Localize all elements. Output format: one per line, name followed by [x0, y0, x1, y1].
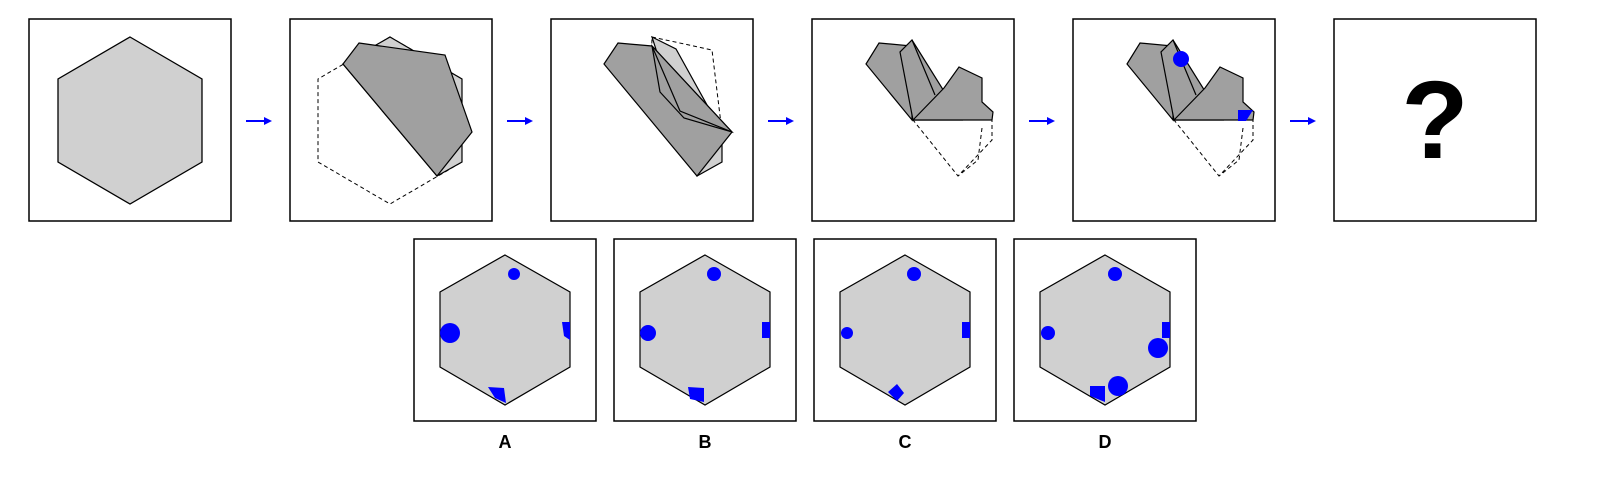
option-a[interactable]: A	[413, 238, 597, 452]
folded-flap-3	[1172, 66, 1255, 121]
square-punch-icon	[888, 384, 904, 401]
fold-line	[651, 45, 733, 133]
option-label: B	[699, 432, 712, 452]
option-d[interactable]: D	[1013, 238, 1197, 452]
circle-punch-icon	[707, 267, 721, 281]
square-punch-icon	[962, 322, 970, 338]
option-label: C	[899, 432, 912, 452]
option-c[interactable]: C	[813, 238, 997, 452]
option-b[interactable]: B	[613, 238, 797, 452]
square-punch-icon	[1162, 322, 1170, 338]
square-punch-icon	[1238, 110, 1253, 121]
circle-punch-icon	[1041, 326, 1055, 340]
hexagon	[1039, 254, 1171, 406]
dashed-previous-2	[957, 127, 983, 177]
folded-flap	[865, 42, 913, 122]
question-panel: ?	[1333, 18, 1537, 222]
step-2-panel	[289, 18, 493, 222]
square-punch-icon	[762, 322, 770, 338]
hexagon	[439, 254, 571, 406]
dashed-previous-2	[1218, 127, 1244, 177]
option-label: D	[1099, 432, 1112, 452]
square-punch-icon	[1090, 386, 1105, 402]
hexagon	[57, 36, 203, 205]
square-punch-icon	[488, 387, 506, 403]
arrow-right-icon	[768, 117, 794, 125]
square-punch-icon	[562, 322, 570, 340]
arrow-right-icon	[1029, 117, 1055, 125]
option-label: A	[499, 432, 512, 452]
folded-flap-inner	[651, 44, 734, 134]
circle-punch-icon	[1148, 338, 1168, 358]
square-punch-icon	[688, 387, 704, 402]
circle-punch-icon	[508, 268, 520, 280]
arrow-right-icon	[507, 117, 533, 125]
circle-punch-icon	[841, 327, 853, 339]
hexagon-outline-dashed	[317, 36, 463, 205]
step-4-panel	[811, 18, 1015, 222]
circle-punch-icon	[907, 267, 921, 281]
circle-punch-icon	[1173, 51, 1189, 67]
question-mark-icon: ?	[1401, 59, 1468, 182]
step-5-panel	[1072, 18, 1276, 222]
folded-flap	[342, 42, 473, 177]
arrow-right-icon	[1290, 117, 1316, 125]
circle-punch-icon	[1108, 267, 1122, 281]
circle-punch-icon	[1108, 376, 1128, 396]
folded-flap	[603, 42, 733, 177]
folded-flap	[1126, 42, 1174, 122]
folded-flap-3	[911, 66, 994, 121]
circle-punch-icon	[440, 323, 460, 343]
step-1-panel	[28, 18, 232, 222]
hexagon	[639, 254, 771, 406]
hexagon	[839, 254, 971, 406]
circle-punch-icon	[640, 325, 656, 341]
arrow-right-icon	[246, 117, 272, 125]
step-3-panel	[550, 18, 754, 222]
